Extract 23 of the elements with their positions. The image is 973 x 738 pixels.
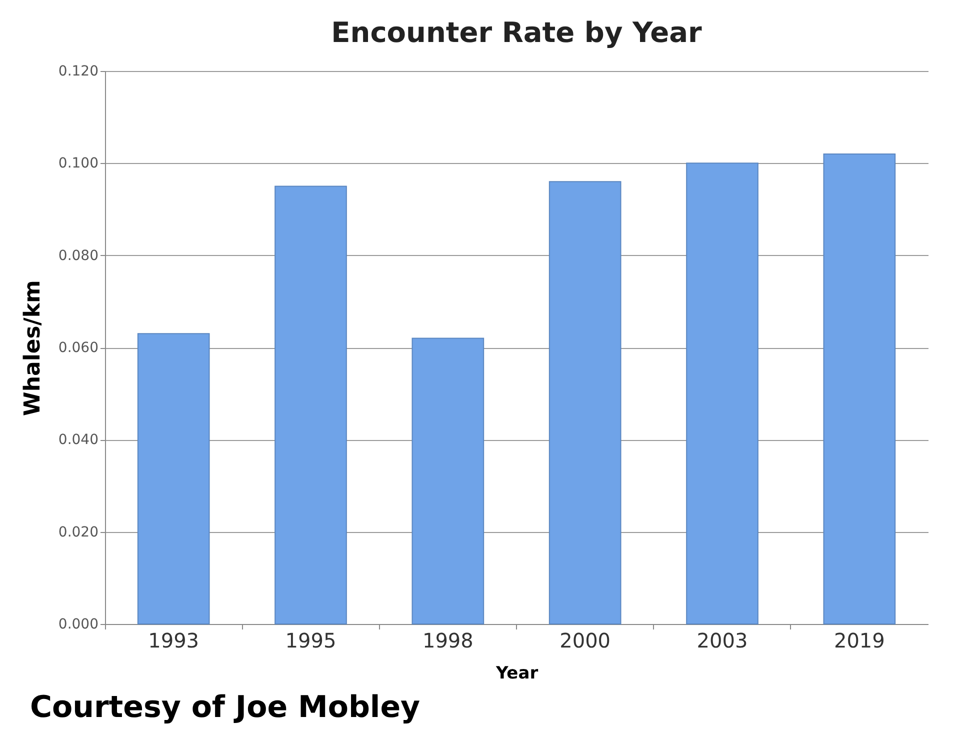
x-tick-label: 1995 [285, 628, 336, 652]
x-tick-label: 1993 [148, 628, 200, 652]
bar [137, 333, 210, 624]
bar [412, 338, 484, 624]
y-tick-label: 0.080 [58, 248, 98, 264]
bar [548, 181, 622, 624]
y-tick-label: 0.060 [58, 340, 98, 356]
bar [274, 186, 347, 624]
bar [823, 153, 896, 624]
x-tick-label: 1998 [422, 628, 474, 652]
x-tick-label: 2000 [560, 628, 611, 652]
y-tick-label: 0.000 [58, 616, 98, 632]
x-axis-title: Year [494, 664, 539, 684]
chart-title: Encounter Rate by Year [331, 16, 702, 49]
y-tick-label: 0.040 [58, 432, 98, 448]
text: Courtesy of Joe Mobley [30, 690, 420, 725]
y-tick-label: 0.100 [58, 156, 98, 172]
y-tick-label: 0.120 [58, 64, 98, 80]
y-axis-title: Whales/km [20, 280, 46, 416]
x-tick-label: 2019 [834, 628, 885, 652]
x-tick-label: 2003 [696, 628, 748, 652]
bar [686, 162, 758, 624]
y-tick-label: 0.020 [58, 524, 98, 540]
